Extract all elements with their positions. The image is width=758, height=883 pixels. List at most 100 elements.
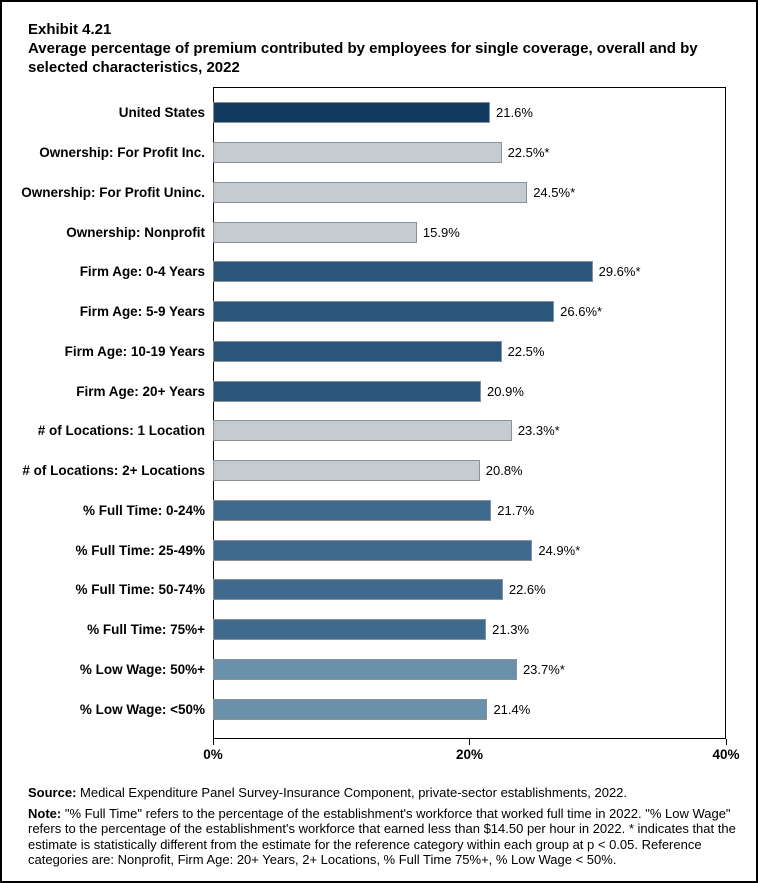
bar-track: 21.6%: [213, 93, 726, 133]
bar-track: 22.6%: [213, 570, 726, 610]
bar-row: % Full Time: 50-74% 22.6%: [2, 570, 727, 610]
bar-track: 20.9%: [213, 371, 726, 411]
title-block: Exhibit 4.21 Average percentage of premi…: [2, 2, 756, 77]
bar-track: 23.7%*: [213, 650, 726, 690]
category-label: % Full Time: 75%+: [87, 622, 205, 638]
value-label: 20.8%: [485, 463, 523, 479]
value-label: 29.6%*: [598, 264, 641, 280]
bar: [213, 619, 487, 641]
chart-title: Average percentage of premium contribute…: [28, 40, 698, 76]
bar-track: 22.5%*: [213, 133, 726, 173]
value-label: 23.7%*: [522, 661, 565, 677]
value-label: 24.9%*: [538, 542, 581, 558]
bar: [213, 539, 533, 561]
bar-chart: United States 21.6% Ownership: For Profit …: [2, 87, 756, 771]
bar-row: % Low Wage: 50%+ 23.7%*: [2, 650, 727, 690]
bar-row: % Full Time: 75%+ 21.3%: [2, 610, 727, 650]
source-text: Medical Expenditure Panel Survey-Insuran…: [76, 785, 628, 800]
bar: [213, 499, 492, 521]
category-label: % Full Time: 25-49%: [75, 542, 205, 558]
bar: [213, 340, 502, 362]
x-tick-label: 20%: [455, 747, 484, 762]
value-label: 21.6%: [496, 105, 533, 121]
bar-track: 26.6%*: [213, 292, 726, 332]
x-tick-mark: [212, 739, 214, 745]
footnotes: Source: Medical Expenditure Panel Survey…: [28, 785, 740, 868]
bar-track: 24.9%*: [213, 530, 726, 570]
methods-note: Note: "% Full Time" refers to the percen…: [28, 806, 740, 868]
category-label: Ownership: For Profit Inc.: [39, 145, 205, 161]
bar: [213, 261, 593, 283]
value-label: 21.7%: [497, 502, 535, 518]
bar-rows: United States 21.6% Ownership: For Profit …: [2, 87, 727, 739]
bar-row: # of Locations: 2+ Locations 20.8%: [2, 451, 727, 491]
bar: [213, 380, 482, 402]
exhibit-number: Exhibit 4.21: [28, 21, 112, 38]
x-tick-mark: [725, 739, 727, 745]
x-axis: 0% 20% 40%: [203, 739, 740, 769]
bar: [213, 698, 488, 720]
bar-track: 15.9%: [213, 212, 726, 252]
bar-track: 24.5%*: [213, 173, 726, 213]
bar: [213, 460, 480, 482]
category-label: Firm Age: 20+ Years: [76, 383, 205, 399]
category-label: % Low Wage: 50%+: [79, 661, 205, 677]
value-label: 26.6%*: [560, 304, 603, 320]
bar-row: % Full Time: 0-24% 21.7%: [2, 491, 727, 531]
category-label: Ownership: Nonprofit: [66, 224, 205, 240]
bar-track: 22.5%: [213, 332, 726, 372]
bar: [213, 301, 555, 323]
value-label: 20.9%: [487, 383, 524, 399]
x-tick-label: 0%: [203, 747, 223, 762]
bar-row: Ownership: For Profit Uninc. 24.5%*: [2, 173, 727, 213]
plot-area: [213, 87, 726, 739]
category-label: Firm Age: 5-9 Years: [79, 304, 205, 320]
category-label: % Full Time: 0-24%: [82, 502, 205, 518]
bar-track: 29.6%*: [213, 252, 726, 292]
bar-row: United States 21.6%: [2, 93, 727, 133]
bar-row: Firm Age: 20+ Years 20.9%: [2, 371, 727, 411]
category-label: % Full Time: 50-74%: [75, 582, 205, 598]
bar-row: % Low Wage: <50% 21.4%: [2, 689, 727, 729]
category-label: United States: [118, 105, 205, 121]
bar: [213, 658, 517, 680]
value-label: 21.3%: [492, 622, 530, 638]
category-label: # of Locations: 2+ Locations: [22, 463, 205, 479]
value-label: 24.5%*: [533, 184, 576, 200]
category-label: % Low Wage: <50%: [79, 701, 205, 717]
bar-row: Ownership: Nonprofit 15.9%: [2, 212, 727, 252]
bar-track: 21.3%: [213, 610, 726, 650]
source-label: Source:: [28, 785, 77, 800]
bar: [213, 420, 512, 442]
value-label: 23.3%*: [517, 423, 560, 439]
bar: [213, 102, 491, 124]
category-label: Ownership: For Profit Uninc.: [21, 184, 205, 200]
bar: [213, 181, 528, 203]
bar-track: 21.7%: [213, 491, 726, 531]
category-label: # of Locations: 1 Location: [37, 423, 205, 439]
bar: [213, 579, 503, 601]
value-label: 15.9%: [422, 224, 460, 240]
bar-track: 21.4%: [213, 689, 726, 729]
bar-track: 23.3%*: [213, 411, 726, 451]
value-label: 21.4%: [493, 701, 531, 717]
value-label: 22.5%: [507, 343, 545, 359]
x-tick-label: 40%: [712, 747, 740, 762]
note-text: "% Full Time" refers to the percentage o…: [28, 805, 736, 868]
value-label: 22.6%: [508, 582, 546, 598]
bar-track: 20.8%: [213, 451, 726, 491]
category-label: Firm Age: 10-19 Years: [64, 343, 205, 359]
value-label: 22.5%*: [507, 145, 550, 161]
bar: [213, 221, 417, 243]
bar-row: % Full Time: 25-49% 24.9%*: [2, 530, 727, 570]
note-label: Note:: [28, 805, 62, 821]
bar: [213, 142, 502, 164]
bar-row: Firm Age: 0-4 Years 29.6%*: [2, 252, 727, 292]
bar-row: Ownership: For Profit Inc. 22.5%*: [2, 133, 727, 173]
bar-row: Firm Age: 10-19 Years 22.5%: [2, 332, 727, 372]
source-note: Source: Medical Expenditure Panel Survey…: [28, 785, 740, 801]
category-label: Firm Age: 0-4 Years: [79, 264, 205, 280]
x-tick-mark: [469, 739, 470, 745]
bar-row: # of Locations: 1 Location 23.3%*: [2, 411, 727, 451]
